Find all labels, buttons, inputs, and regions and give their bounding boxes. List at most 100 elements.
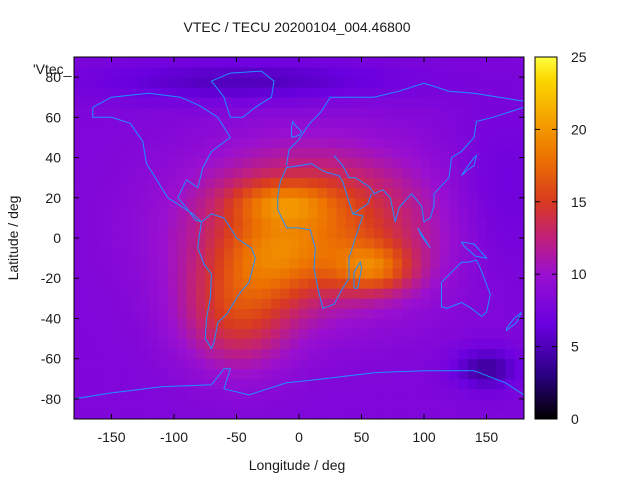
heatmap-cell (167, 207, 178, 219)
heatmap-cell (308, 328, 319, 339)
heatmap-cell (280, 258, 291, 269)
heatmap-cell (252, 258, 262, 269)
heatmap-cell (186, 197, 197, 209)
heatmap-cell (233, 87, 244, 98)
heatmap-cell (514, 258, 525, 269)
heatmap-cell (336, 408, 347, 420)
heatmap-cell (308, 87, 319, 98)
heatmap-cell (308, 388, 319, 400)
heatmap-cell (449, 97, 459, 108)
heatmap-cell (411, 107, 422, 118)
heatmap-cell (130, 378, 141, 390)
heatmap-cell (477, 298, 487, 309)
heatmap-cell (289, 117, 300, 128)
heatmap-cell (158, 207, 169, 219)
heatmap-cell (111, 67, 122, 78)
heatmap-cell (411, 217, 422, 229)
heatmap-cell (242, 398, 253, 410)
heatmap-cell (252, 358, 262, 370)
heatmap-cell (139, 57, 150, 68)
heatmap-cell (158, 308, 169, 319)
heatmap-cell (439, 238, 450, 249)
heatmap-cell (430, 368, 441, 380)
heatmap-cell (130, 268, 141, 279)
heatmap-cell (449, 187, 459, 199)
heatmap-cell (261, 288, 272, 299)
heatmap-cell (139, 328, 150, 339)
heatmap-cell (270, 258, 281, 269)
heatmap-cell (317, 57, 328, 68)
heatmap-cell (402, 258, 412, 269)
heatmap-cell (364, 117, 375, 128)
heatmap-cell (233, 248, 244, 259)
heatmap-cell (233, 338, 244, 350)
y-tick-label: 60 (45, 109, 61, 125)
heatmap-cell (252, 187, 262, 199)
heatmap-cell (411, 358, 422, 370)
heatmap-cell (252, 328, 262, 339)
heatmap-cell (430, 127, 441, 138)
heatmap-cell (392, 117, 403, 128)
heatmap-cell (120, 318, 131, 329)
heatmap-cell (355, 238, 366, 249)
heatmap-cell (120, 258, 131, 269)
heatmap-cell (486, 348, 497, 360)
heatmap-cell (242, 298, 253, 309)
heatmap-cell (486, 318, 497, 329)
heatmap-cell (233, 268, 244, 279)
heatmap-cell (120, 137, 131, 148)
heatmap-cell (317, 227, 328, 239)
heatmap-cell (374, 217, 384, 229)
heatmap-cell (420, 167, 431, 179)
heatmap-cell (252, 388, 262, 400)
heatmap-cell (242, 348, 253, 360)
heatmap-cell (495, 238, 506, 249)
heatmap-cell (364, 157, 375, 169)
heatmap-cell (495, 97, 506, 108)
heatmap-cell (505, 388, 516, 400)
heatmap-cell (495, 157, 506, 169)
heatmap-cell (130, 298, 141, 309)
heatmap-cell (477, 177, 487, 189)
heatmap-cell (486, 117, 497, 128)
heatmap-cell (477, 338, 487, 350)
heatmap-cell (195, 298, 206, 309)
heatmap-cell (486, 368, 497, 380)
heatmap-cell (477, 217, 487, 229)
heatmap-cell (308, 217, 319, 229)
heatmap-cell (158, 288, 169, 299)
heatmap-cell (514, 328, 525, 339)
heatmap-cell (308, 197, 319, 209)
heatmap-cell (308, 298, 319, 309)
heatmap-cell (139, 117, 150, 128)
heatmap-cell (130, 167, 141, 179)
heatmap-cell (374, 368, 384, 380)
heatmap-cell (74, 77, 84, 88)
heatmap-cell (364, 107, 375, 118)
heatmap-cell (467, 207, 478, 219)
heatmap-cell (383, 117, 394, 128)
heatmap-cell (345, 187, 356, 199)
heatmap-cell (233, 408, 244, 420)
heatmap-cell (364, 97, 375, 108)
heatmap-cell (317, 77, 328, 88)
heatmap-cell (458, 368, 469, 380)
heatmap-cell (505, 408, 516, 420)
heatmap-cell (214, 157, 225, 169)
heatmap-cell (355, 57, 366, 68)
heatmap-cell (167, 358, 178, 370)
heatmap-cell (327, 368, 337, 380)
coastline (461, 241, 488, 259)
heatmap-cell (205, 328, 216, 339)
heatmap-cell (505, 77, 516, 88)
heatmap-cell (327, 217, 337, 229)
heatmap-cell (252, 398, 262, 410)
heatmap-cell (261, 268, 272, 279)
heatmap-cell (364, 318, 375, 329)
heatmap-cell (355, 67, 366, 78)
heatmap-cell (467, 137, 478, 148)
heatmap-cell (420, 358, 431, 370)
heatmap-cell (336, 368, 347, 380)
heatmap-cell (364, 87, 375, 98)
heatmap-cell (167, 227, 178, 239)
